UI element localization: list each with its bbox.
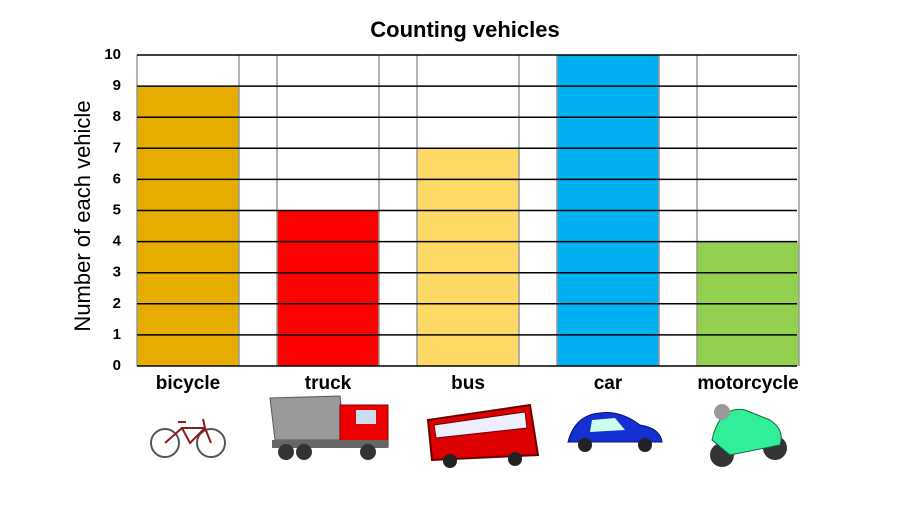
y-axis-label: Number of each vehicle	[70, 100, 95, 331]
y-tick-label: 3	[113, 264, 121, 281]
bar	[137, 86, 239, 366]
plot-area: bicycle truck bus car motorcycle 0 1 2 3 4 5 6 7 8 9 10	[104, 46, 800, 394]
y-tick-label: 6	[113, 170, 121, 187]
y-tick-label: 4	[113, 233, 122, 250]
y-tick-label: 0	[113, 357, 121, 374]
x-tick-label: motorcycle	[697, 373, 798, 394]
y-tick-label: 7	[113, 139, 121, 156]
car-icon	[567, 412, 663, 452]
y-tick-label: 5	[113, 201, 121, 218]
x-tick-label: bus	[451, 373, 485, 394]
x-tick-label: car	[594, 373, 623, 394]
x-tick-label: bicycle	[156, 373, 220, 394]
y-tick-label: 9	[113, 77, 121, 94]
y-tick-label: 10	[104, 46, 121, 63]
bus-icon	[426, 403, 540, 468]
x-tick-label: truck	[305, 373, 352, 394]
y-tick-label: 1	[113, 326, 121, 343]
bicycle-icon	[150, 418, 226, 458]
bar	[277, 210, 379, 366]
chart-title: Counting vehicles	[370, 17, 559, 42]
y-tick-label: 8	[113, 108, 121, 125]
truck-icon	[269, 395, 389, 460]
bar	[417, 148, 519, 366]
motorcycle-icon	[710, 404, 787, 467]
y-tick-label: 2	[113, 295, 121, 312]
vehicle-icons	[150, 395, 787, 468]
